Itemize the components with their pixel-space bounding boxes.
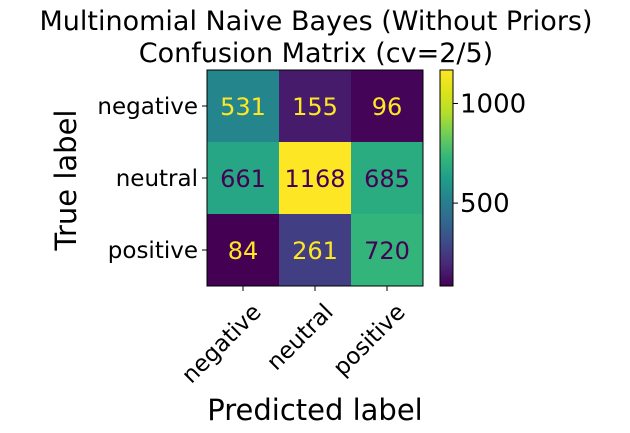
chart-title: Multinomial Naive Bayes (Without Priors)… xyxy=(39,6,592,69)
y-tick-labels: negative neutral positive xyxy=(97,94,207,264)
heatmap-cell-r2-c0 xyxy=(207,214,279,286)
y-axis-title: True label xyxy=(49,110,83,252)
heatmap-cell-r0-c2 xyxy=(351,70,423,142)
cell-value-r1-c1: 1168 xyxy=(284,165,345,193)
chart-title-line-2: Confusion Matrix (cv=2/5) xyxy=(139,38,493,69)
x-tick-label-negative: negative xyxy=(177,299,267,389)
cell-value-r1-c2: 685 xyxy=(364,165,410,193)
cell-value-r0-c2: 96 xyxy=(372,93,403,121)
chart-title-line-1: Multinomial Naive Bayes (Without Priors) xyxy=(39,6,592,37)
heatmap-cell-r0-c1 xyxy=(279,70,351,142)
y-tick-label-neutral: neutral xyxy=(116,166,198,192)
heatmap-cells: 531 155 96 661 1168 685 84 261 720 xyxy=(206,69,424,287)
heatmap-cell-r1-c1 xyxy=(279,142,351,214)
colorbar-tick-label-1000: 1000 xyxy=(460,89,526,119)
heatmap-cell-r0-c0 xyxy=(207,70,279,142)
y-tick-label-positive: positive xyxy=(108,238,198,264)
colorbar-tick-label-500: 500 xyxy=(460,189,510,219)
cell-value-r2-c0: 84 xyxy=(228,237,259,265)
cell-value-r0-c0: 531 xyxy=(220,93,266,121)
colorbar-gradient xyxy=(439,69,454,287)
cell-value-r2-c1: 261 xyxy=(292,237,338,265)
heatmap-cell-r2-c2 xyxy=(351,214,423,286)
cell-value-r2-c2: 720 xyxy=(364,237,410,265)
cell-value-r1-c0: 661 xyxy=(220,165,266,193)
colorbar: 500 1000 xyxy=(439,69,526,287)
x-axis-title: Predicted label xyxy=(207,393,423,427)
y-tick-label-negative: negative xyxy=(97,94,198,120)
x-tick-label-positive: positive xyxy=(328,299,410,381)
heatmap-cell-r1-c2 xyxy=(351,142,423,214)
x-tick-label-neutral: neutral xyxy=(262,299,339,376)
heatmap-cell-r1-c0 xyxy=(207,142,279,214)
heatmap-cell-r2-c1 xyxy=(279,214,351,286)
cell-value-r0-c1: 155 xyxy=(292,93,338,121)
